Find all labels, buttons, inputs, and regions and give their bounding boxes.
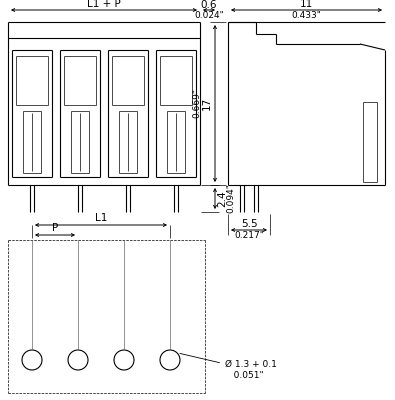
Text: L1 + P: L1 + P <box>87 0 121 9</box>
Text: Ø 1.3 + 0.1
   0.051": Ø 1.3 + 0.1 0.051" <box>180 354 277 380</box>
Text: 17: 17 <box>202 97 212 110</box>
Text: 0.669": 0.669" <box>192 88 201 118</box>
Text: 0.217": 0.217" <box>234 230 264 240</box>
Text: P: P <box>52 223 58 233</box>
Text: 0.024": 0.024" <box>194 10 224 20</box>
Text: 11: 11 <box>300 0 313 9</box>
Text: 0.6: 0.6 <box>201 0 217 10</box>
Text: 0.433": 0.433" <box>292 10 322 20</box>
Text: 5.5: 5.5 <box>241 219 257 229</box>
Text: L1: L1 <box>95 213 107 223</box>
Text: 2.4: 2.4 <box>217 190 227 207</box>
Text: 0.094": 0.094" <box>226 184 235 214</box>
